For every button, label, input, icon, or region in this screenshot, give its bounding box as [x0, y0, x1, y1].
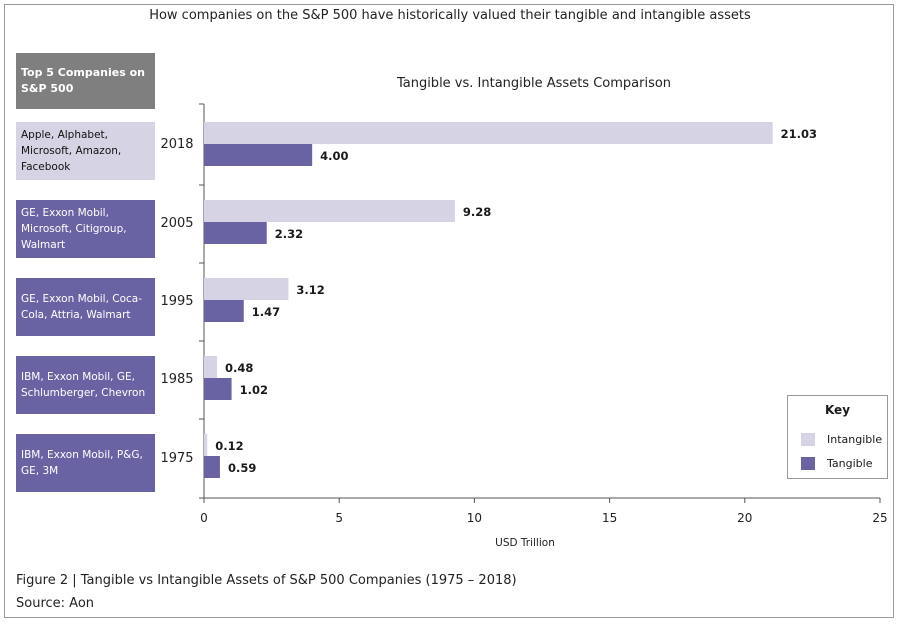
- company-box-1985: IBM, Exxon Mobil, GE, Schlumberger, Chev…: [16, 356, 155, 414]
- data-label-tangible-2018: 4.00: [320, 149, 348, 163]
- legend-item-tangible: Tangible: [801, 457, 872, 470]
- year-label-1975: 1975: [160, 451, 194, 466]
- company-box-2018: Apple, Alphabet, Microsoft, Amazon, Face…: [16, 122, 155, 180]
- legend-title: Key: [824, 403, 851, 417]
- bar-intangible-1975: [204, 434, 208, 456]
- year-label-1985: 1985: [160, 372, 194, 387]
- x-tick-label: 5: [335, 511, 343, 525]
- year-label-2005: 2005: [160, 216, 194, 231]
- data-label-tangible-1995: 1.47: [252, 305, 280, 319]
- bar-tangible-2018: [204, 144, 313, 166]
- x-tick-label: 20: [737, 511, 752, 525]
- data-label-tangible-1975: 0.59: [228, 461, 256, 475]
- data-label-intangible-1975: 0.12: [215, 439, 243, 453]
- data-label-intangible-2005: 9.28: [463, 205, 491, 219]
- bar-tangible-1975: [204, 456, 220, 478]
- data-label-intangible-2018: 21.03: [781, 127, 817, 141]
- year-label-2018: 2018: [160, 137, 194, 152]
- figure-title: How companies on the S&P 500 have histor…: [149, 8, 751, 23]
- legend-swatch-intangible: [801, 433, 815, 446]
- company-names: IBM, Exxon Mobil, P&G, GE, 3M: [21, 449, 143, 477]
- x-tick-label: 0: [200, 511, 208, 525]
- x-tick-label: 25: [872, 511, 887, 525]
- company-box-2005: GE, Exxon Mobil, Microsoft, Citigroup, W…: [16, 200, 155, 258]
- company-names: GE, Exxon Mobil, Coca-Cola, Attria, Walm…: [21, 293, 143, 321]
- figure-caption: Figure 2 | Tangible vs Intangible Assets…: [16, 573, 517, 588]
- data-label-intangible-1995: 3.12: [296, 283, 324, 297]
- company-names: Apple, Alphabet, Microsoft, Amazon, Face…: [21, 129, 122, 173]
- legend-item-intangible: Intangible: [801, 433, 882, 446]
- legend-swatch-tangible: [801, 457, 815, 470]
- company-box-1975: IBM, Exxon Mobil, P&G, GE, 3M: [16, 434, 155, 492]
- bar-intangible-2018: [204, 122, 773, 144]
- bar-tangible-2005: [204, 222, 267, 244]
- companies-header: Top 5 Companies on S&P 500: [16, 53, 155, 109]
- bar-intangible-1985: [204, 356, 217, 378]
- data-label-tangible-1985: 1.02: [240, 383, 268, 397]
- company-box-1995: GE, Exxon Mobil, Coca-Cola, Attria, Walm…: [16, 278, 155, 336]
- figure-frame: [4, 4, 894, 618]
- data-label-tangible-2005: 2.32: [275, 227, 303, 241]
- bar-tangible-1985: [204, 378, 232, 400]
- company-names: IBM, Exxon Mobil, GE, Schlumberger, Chev…: [21, 371, 146, 399]
- legend: Key Intangible Tangible: [787, 395, 888, 479]
- bar-tangible-1995: [204, 300, 244, 322]
- x-tick-label: 15: [602, 511, 617, 525]
- data-label-intangible-1985: 0.48: [225, 361, 253, 375]
- company-names: GE, Exxon Mobil, Microsoft, Citigroup, W…: [21, 207, 127, 251]
- figure-source: Source: Aon: [16, 596, 95, 611]
- legend-label-tangible: Tangible: [827, 457, 873, 470]
- chart-title: Tangible vs. Intangible Assets Compariso…: [396, 76, 671, 91]
- bar-intangible-1995: [204, 278, 289, 300]
- x-axis-label: USD Trillion: [495, 537, 555, 549]
- x-tick-label: 10: [467, 511, 482, 525]
- bar-intangible-2005: [204, 200, 455, 222]
- year-label-1995: 1995: [160, 294, 194, 309]
- legend-label-intangible: Intangible: [827, 433, 883, 446]
